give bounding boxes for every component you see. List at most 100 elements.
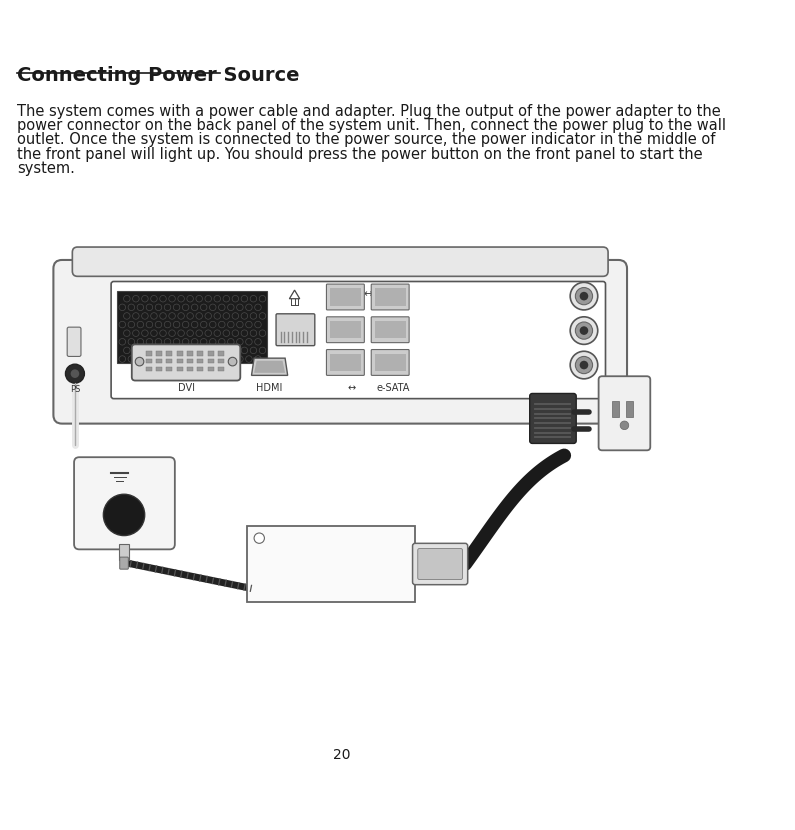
Text: DVI: DVI <box>177 383 195 393</box>
Circle shape <box>200 321 207 328</box>
Bar <box>626 401 633 417</box>
Bar <box>117 291 267 364</box>
Bar <box>330 321 361 339</box>
Text: 20: 20 <box>333 748 351 762</box>
Bar <box>374 288 405 305</box>
Circle shape <box>246 339 252 345</box>
Circle shape <box>246 356 252 362</box>
Circle shape <box>570 317 598 344</box>
Circle shape <box>165 321 171 328</box>
Circle shape <box>142 295 148 302</box>
Circle shape <box>214 295 220 302</box>
Text: e-SATA: e-SATA <box>377 383 410 393</box>
Text: PS: PS <box>70 384 80 393</box>
FancyBboxPatch shape <box>599 376 650 451</box>
FancyBboxPatch shape <box>371 317 409 343</box>
FancyBboxPatch shape <box>132 344 240 380</box>
Circle shape <box>254 321 262 328</box>
Circle shape <box>178 347 184 354</box>
Circle shape <box>223 330 230 336</box>
Circle shape <box>214 330 220 336</box>
Circle shape <box>259 313 266 320</box>
Circle shape <box>146 339 153 345</box>
Bar <box>187 351 193 355</box>
Circle shape <box>246 321 252 328</box>
Bar <box>374 321 405 339</box>
Circle shape <box>192 304 198 310</box>
Circle shape <box>200 304 207 310</box>
Bar <box>145 351 152 355</box>
Bar <box>156 351 162 355</box>
Circle shape <box>123 295 130 302</box>
Circle shape <box>232 347 238 354</box>
Circle shape <box>196 313 203 320</box>
Bar <box>166 351 173 355</box>
Circle shape <box>227 321 234 328</box>
Circle shape <box>576 287 592 305</box>
Circle shape <box>133 347 139 354</box>
Circle shape <box>123 347 130 354</box>
Circle shape <box>580 361 588 369</box>
FancyBboxPatch shape <box>413 544 467 584</box>
Circle shape <box>200 356 207 362</box>
Circle shape <box>259 347 266 354</box>
Circle shape <box>71 369 80 378</box>
Circle shape <box>182 321 189 328</box>
Circle shape <box>250 347 257 354</box>
Circle shape <box>173 304 180 310</box>
Circle shape <box>169 313 176 320</box>
Bar <box>218 359 224 364</box>
Circle shape <box>250 330 257 336</box>
Circle shape <box>187 330 193 336</box>
Circle shape <box>228 357 237 366</box>
Circle shape <box>227 339 234 345</box>
Circle shape <box>223 295 230 302</box>
Circle shape <box>165 356 171 362</box>
Circle shape <box>151 330 157 336</box>
Bar <box>374 354 405 371</box>
Circle shape <box>160 313 166 320</box>
Circle shape <box>182 356 189 362</box>
Circle shape <box>119 356 126 362</box>
Circle shape <box>182 339 189 345</box>
Circle shape <box>196 347 203 354</box>
Circle shape <box>254 304 262 310</box>
Circle shape <box>128 304 134 310</box>
Polygon shape <box>254 361 285 373</box>
Circle shape <box>178 295 184 302</box>
Bar <box>207 359 214 364</box>
Bar <box>119 544 130 559</box>
Circle shape <box>237 356 243 362</box>
Bar <box>166 367 173 371</box>
Bar <box>218 367 224 371</box>
Circle shape <box>169 347 176 354</box>
Circle shape <box>137 356 144 362</box>
Bar <box>197 367 204 371</box>
Circle shape <box>155 339 161 345</box>
Circle shape <box>187 295 193 302</box>
FancyBboxPatch shape <box>327 349 364 375</box>
Circle shape <box>214 313 220 320</box>
Circle shape <box>160 330 166 336</box>
Circle shape <box>133 313 139 320</box>
FancyBboxPatch shape <box>120 557 128 569</box>
Circle shape <box>241 295 248 302</box>
Circle shape <box>237 321 243 328</box>
Circle shape <box>196 330 203 336</box>
Circle shape <box>135 357 144 366</box>
Circle shape <box>187 347 193 354</box>
Bar <box>218 351 224 355</box>
Bar <box>330 354 361 371</box>
FancyBboxPatch shape <box>371 349 409 375</box>
Circle shape <box>103 494 145 535</box>
Circle shape <box>227 356 234 362</box>
Circle shape <box>160 347 166 354</box>
Circle shape <box>227 304 234 310</box>
Circle shape <box>205 330 211 336</box>
Circle shape <box>237 304 243 310</box>
Circle shape <box>237 339 243 345</box>
Circle shape <box>137 304 144 310</box>
Circle shape <box>165 304 171 310</box>
FancyBboxPatch shape <box>68 327 81 356</box>
Circle shape <box>146 321 153 328</box>
